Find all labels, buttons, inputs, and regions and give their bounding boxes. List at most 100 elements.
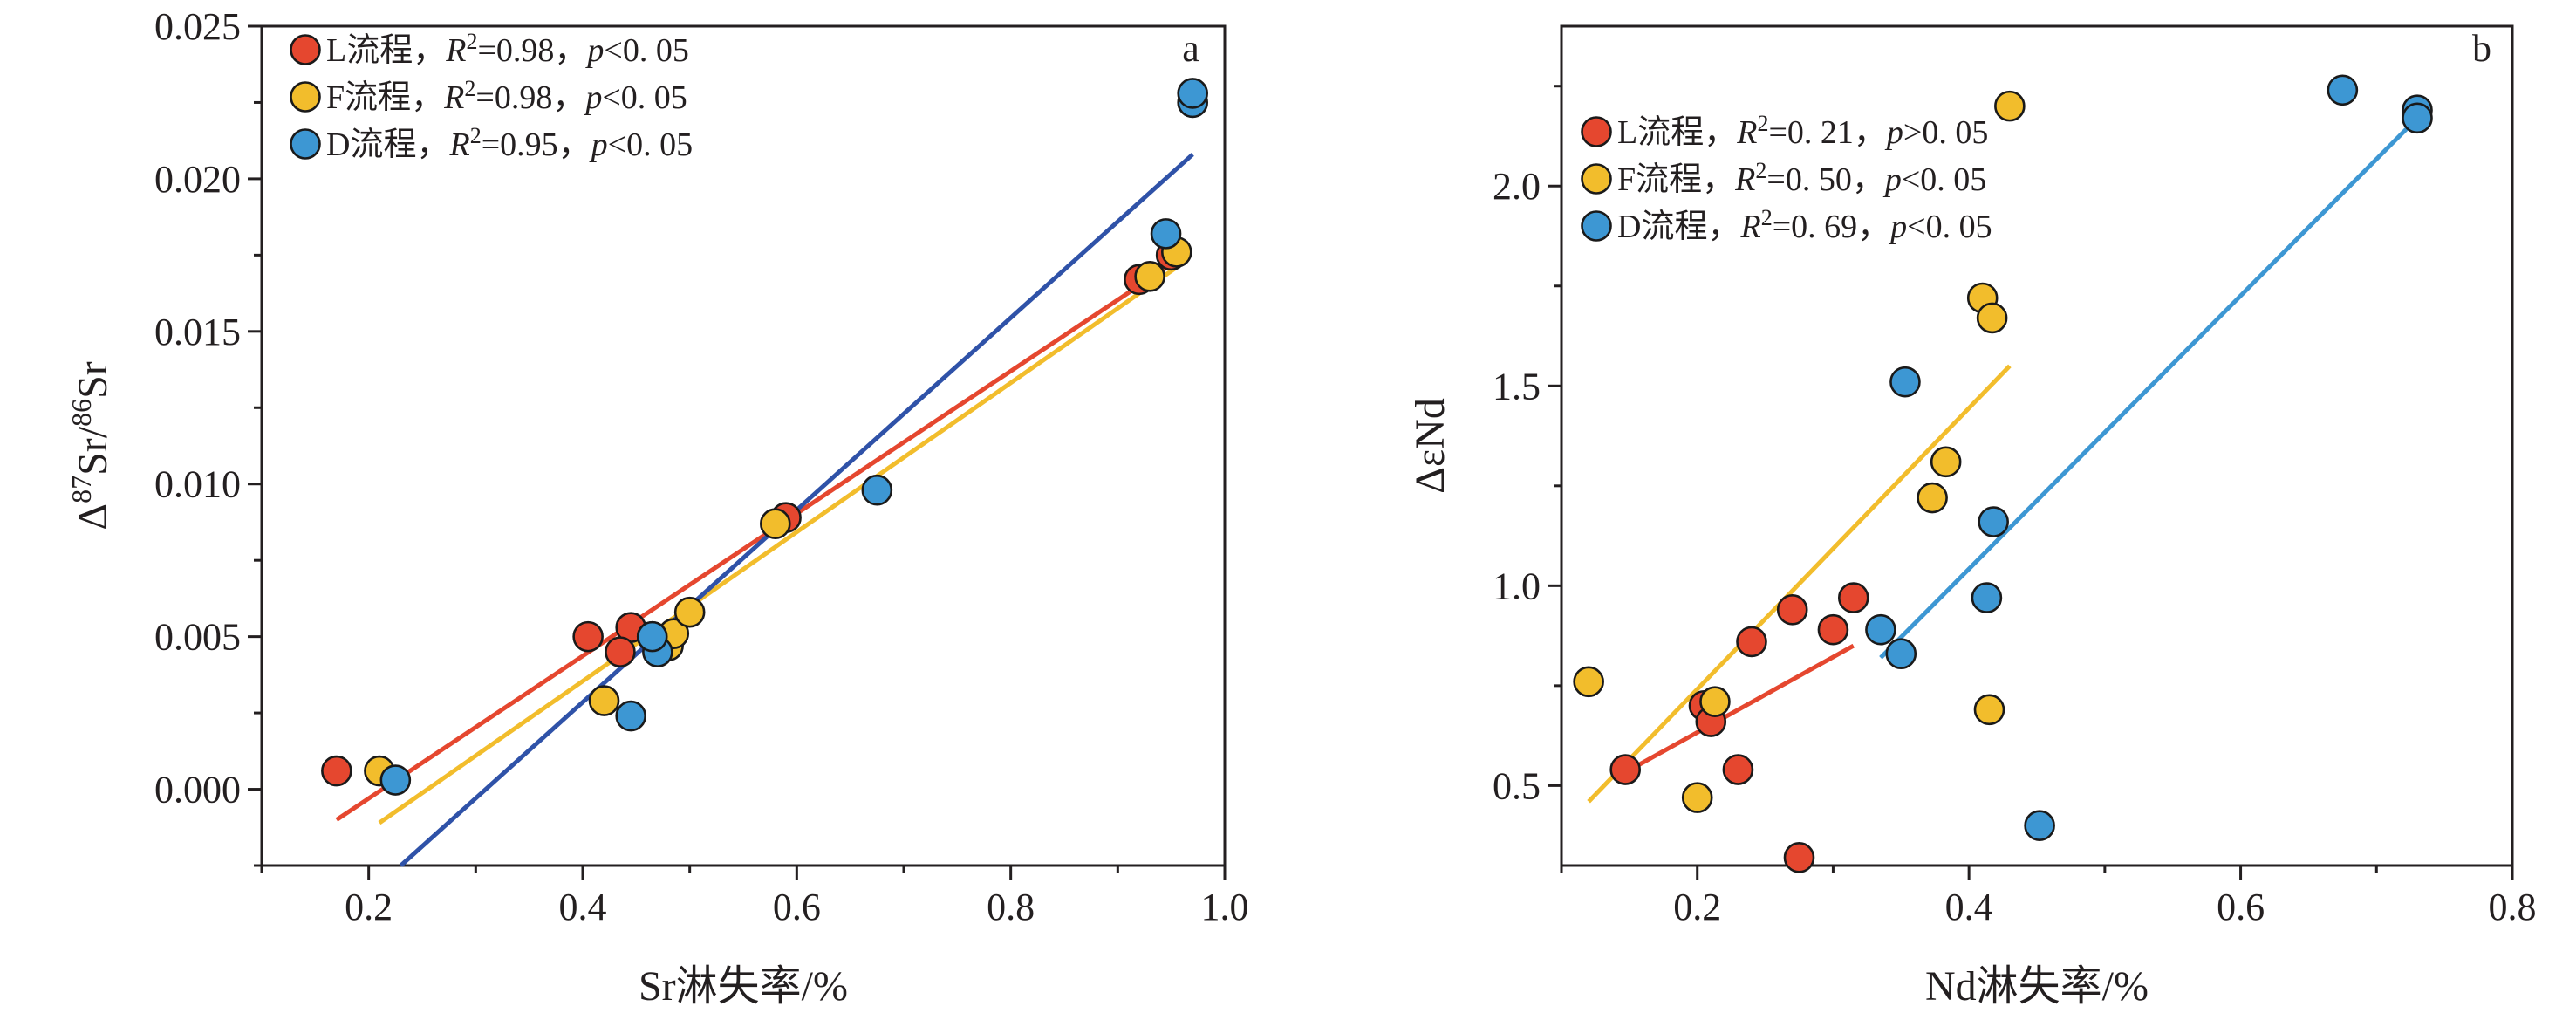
legend-part: D流程: [326, 127, 416, 163]
data-point-F流程: [1699, 686, 1731, 717]
legend-entry-L流程: L流程，R2=0.98，p<0. 05: [326, 29, 689, 69]
data-point-D流程: [615, 700, 647, 732]
legend-part: 0. 05: [1922, 114, 1988, 151]
legend-part: =: [1773, 209, 1791, 245]
y-tick-label: 0.005: [154, 616, 241, 659]
legend-part: p: [1888, 209, 1907, 245]
data-point-D流程: [1150, 218, 1182, 250]
x-tick-label: 0.6: [2217, 886, 2265, 928]
legend-part: ，: [558, 127, 591, 163]
data-point-L流程: [1722, 754, 1754, 785]
legend-marker-F流程: [290, 81, 321, 113]
x-axis-title-b: Nd淋失率/%: [1925, 963, 2149, 1009]
legend-part: 2: [470, 123, 482, 148]
data-point-D流程: [1978, 506, 2009, 537]
data-point-D流程: [379, 764, 412, 796]
legend-part: =: [477, 32, 495, 69]
data-point-D流程: [636, 620, 668, 653]
legend-marker-L流程: [1581, 116, 1612, 147]
legend-part: F流程: [1617, 161, 1702, 198]
x-tick-label: 1.0: [1201, 886, 1249, 928]
legend-part: <: [604, 32, 622, 69]
legend-part: 2: [1757, 111, 1768, 136]
fit-line-F流程: [378, 265, 1179, 825]
legend-part: p: [589, 127, 608, 163]
plot-frame-a: [260, 24, 1227, 867]
fit-line-L流程: [335, 262, 1173, 822]
y-tick-label: 2.0: [1493, 165, 1541, 208]
legend-part: 0. 50: [1786, 161, 1852, 198]
fit-lines-b: [1587, 116, 2419, 804]
plot-frame-b: [1560, 24, 2514, 867]
legend-part: ，: [552, 79, 585, 116]
data-point-L流程: [1783, 842, 1815, 873]
data-point-L流程: [572, 620, 604, 653]
legend-part: >: [1903, 114, 1922, 151]
data-point-L流程: [605, 636, 636, 667]
x-tick-label: 0.4: [559, 886, 607, 928]
legend-marker-D流程: [1581, 210, 1612, 242]
legend-part: p: [584, 32, 604, 69]
data-point-F流程: [759, 508, 791, 540]
y-tick-label: 0.010: [154, 463, 241, 506]
legend-part: p: [1884, 114, 1903, 151]
x-tick-label: 0.8: [2489, 886, 2537, 928]
data-point-L流程: [1837, 582, 1869, 613]
legend-part: R: [448, 127, 469, 163]
y-axis-title-a-sup87: 87: [65, 476, 97, 503]
legend-entry-D流程: D流程，R2=0. 69，p<0. 05: [1617, 205, 1992, 245]
legend-part: ，: [1854, 114, 1887, 151]
legend-part: ，: [554, 32, 587, 69]
legend-part: <: [1902, 161, 1920, 198]
panel-letter-b: b: [2472, 27, 2491, 70]
legend-part: ，: [1852, 161, 1885, 198]
legend-part: =: [1766, 161, 1785, 198]
fit-lines-a: [335, 153, 1194, 867]
data-point-D流程: [861, 474, 893, 506]
x-tick-label: 0.6: [773, 886, 821, 928]
y-axis-title-b: ΔεNd: [1407, 398, 1453, 494]
y-tick-label: 0.015: [154, 311, 241, 353]
legend-part: 0.98: [496, 32, 555, 69]
legend-part: R: [445, 32, 466, 69]
data-point-L流程: [1817, 613, 1849, 646]
legend-part: 0. 05: [1920, 161, 1986, 198]
data-point-F流程: [1973, 694, 2005, 726]
data-point-F流程: [1930, 446, 1962, 478]
legend-part: 0. 05: [626, 127, 693, 163]
legend-part: p: [1882, 161, 1902, 198]
legend-entry-D流程: D流程，R2=0.95，p<0. 05: [326, 123, 693, 163]
legend-part: R: [1739, 209, 1760, 245]
legend-part: ，: [1704, 114, 1737, 151]
legend-part: =: [475, 79, 494, 116]
legend-part: L流程: [1617, 114, 1704, 151]
legend-part: 0. 05: [621, 79, 687, 116]
data-point-F流程: [1573, 666, 1604, 698]
legend-part: 0.98: [495, 79, 553, 116]
legend-part: p: [583, 79, 602, 116]
legend-part: 2: [1755, 158, 1766, 183]
legend-part: <: [608, 127, 626, 163]
data-point-L流程: [1736, 626, 1767, 658]
x-tick-label: 0.2: [1673, 886, 1721, 928]
y-tick-label: 0.5: [1493, 764, 1541, 807]
legend-part: =: [1768, 114, 1787, 151]
fit-line-F流程: [1587, 364, 2012, 804]
ticks-b: 0.2 0.4 0.6 0.8 0.5 1.0 1.5 2.0: [1493, 85, 2537, 928]
legend-part: 2: [1761, 205, 1773, 230]
data-point-D流程: [2327, 74, 2359, 106]
legend-part: ，: [1707, 209, 1740, 245]
data-point-F流程: [673, 596, 706, 628]
legend-part: 2: [464, 76, 475, 101]
data-point-F流程: [1681, 782, 1713, 813]
x-tick-label: 0.4: [1945, 886, 1993, 928]
data-point-L流程: [1776, 594, 1808, 626]
data-point-D流程: [1885, 638, 1917, 670]
fit-line-L流程: [1615, 643, 1855, 780]
data-point-D流程: [1971, 582, 2003, 613]
y-axis-title-a: Δ87Sr/86Sr: [65, 361, 116, 530]
legend-part: ，: [416, 127, 449, 163]
data-point-F流程: [588, 685, 620, 716]
